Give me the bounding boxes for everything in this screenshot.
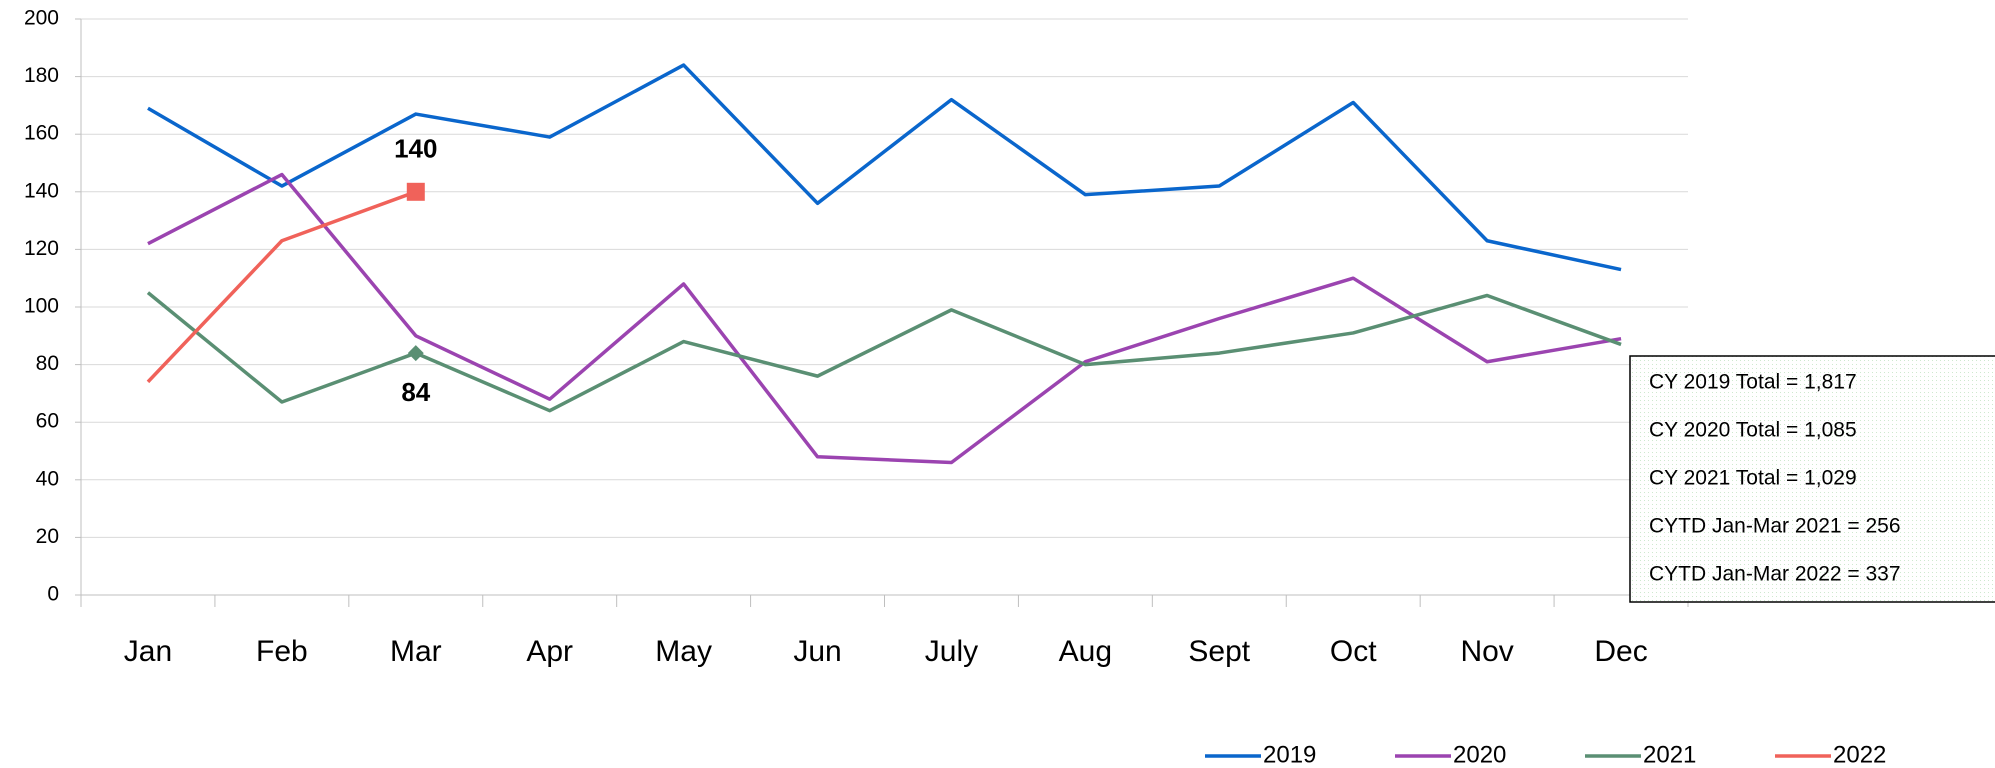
y-tick-label: 40 [36,467,59,490]
y-tick-label: 100 [24,295,59,318]
x-tick-label: Jun [793,635,841,668]
y-tick-label: 120 [24,237,59,260]
series-line [146,190,417,384]
x-tick-label: Feb [256,635,308,668]
x-tick-label: Dec [1594,635,1647,668]
annotation: CY 2019 Total = 1,817 [1649,371,1857,394]
y-tick-label: 200 [24,7,59,30]
x-tick-label: Apr [526,635,573,668]
annotation: CY 2021 Total = 1,029 [1649,467,1857,490]
marker [406,182,425,201]
y-tick-label: 20 [36,525,59,548]
x-tick-label: Aug [1059,635,1112,668]
series-line [147,63,1622,272]
x-tick-label: Nov [1460,635,1513,668]
legend-label: 2020 [1453,741,1506,768]
x-tick-label: Mar [390,635,442,668]
annotation: CY 2020 Total = 1,085 [1649,419,1857,442]
legend-label: 2019 [1263,741,1316,768]
y-tick-label: 60 [36,410,59,433]
x-tick-label: July [925,635,978,668]
y-tick-label: 80 [36,352,59,375]
x-tick-label: May [655,635,712,668]
x-tick-label: Jan [124,635,172,668]
data-label: 84 [401,377,430,407]
data-label: 140 [394,134,437,164]
annotation: CYTD Jan-Mar 2022 = 337 [1649,563,1901,586]
x-tick-label: Sept [1188,635,1250,668]
series-line [147,172,1622,465]
y-tick-label: 140 [24,179,59,202]
legend-label: 2022 [1833,741,1886,768]
y-tick-label: 160 [24,122,59,145]
annotation-box [1629,355,1995,603]
series-line [146,291,1622,413]
annotation: CYTD Jan-Mar 2021 = 256 [1649,515,1901,538]
x-tick-label: Oct [1330,635,1377,668]
marker [407,345,424,362]
y-tick-label: 0 [47,583,59,606]
legend-label: 2021 [1643,741,1696,768]
y-tick-label: 180 [24,64,59,87]
